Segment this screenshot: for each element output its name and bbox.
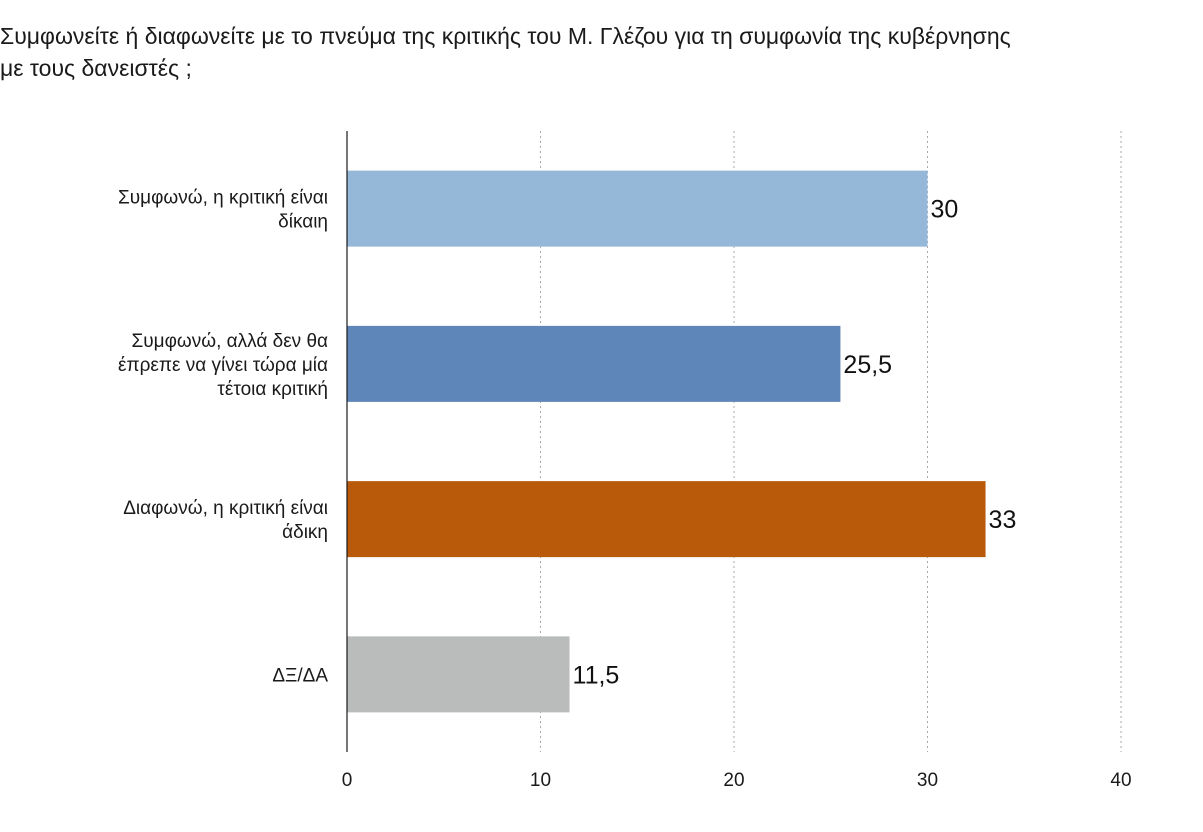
x-tick-label-40: 40 [1110,770,1131,791]
category-label-2-line-3: τέτοια κριτική [217,379,328,400]
bar-4 [347,636,570,713]
value-label-2: 25,5 [843,351,892,379]
value-label-1: 30 [931,196,959,224]
x-tick-label-20: 20 [723,770,744,791]
chart-title-line-1: Συμφωνείτε ή διαφωνείτε με το πνεύμα της… [0,23,1011,49]
category-label-1: Συμφωνώ, η κριτική είναι δίκαιη [118,188,328,233]
category-label-2-line-1: Συμφωνώ, αλλά δεν θα [132,331,328,352]
chart-title-line-2: με τους δανειστές ; [0,55,192,81]
category-label-3-line-1: Διαφωνώ, η κριτική είναι [123,498,328,519]
category-label-4-line-1: ΔΞ/ΔΑ [272,665,328,686]
x-tick-label-30: 30 [917,770,938,791]
category-label-4: ΔΞ/ΔΑ [272,665,328,686]
value-label-4: 11,5 [573,661,620,689]
category-label-2-line-2: έπρεπε να γίνει τώρα μία [118,355,328,376]
x-tick-label-10: 10 [530,770,551,791]
category-label-3: Διαφωνώ, η κριτική είναι άδικη [123,498,328,543]
bar-3 [347,481,986,558]
category-label-2: Συμφωνώ, αλλά δεν θα έπρεπε να γίνει τώρα… [118,331,328,400]
value-label-3: 33 [989,506,1017,534]
category-label-1-line-1: Συμφωνώ, η κριτική είναι [118,188,328,209]
category-label-1-line-2: δίκαιη [278,212,328,233]
x-tick-label-0: 0 [342,770,353,791]
bar-1 [347,170,928,247]
bar-2 [347,325,841,402]
category-label-3-line-2: άδικη [282,522,328,543]
chart-title: Συμφωνείτε ή διαφωνείτε με το πνεύμα της… [0,20,1190,84]
